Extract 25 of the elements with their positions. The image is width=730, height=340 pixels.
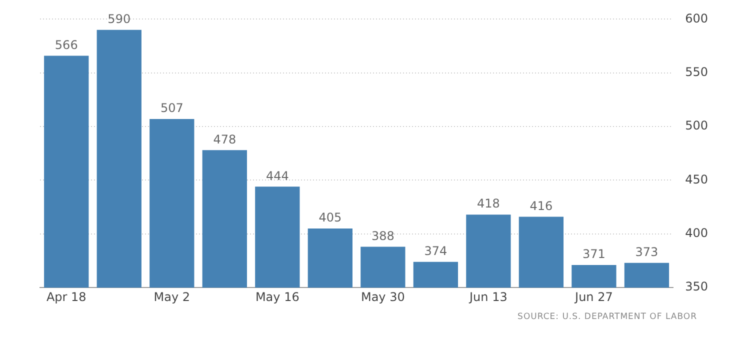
data-label: 478: [213, 132, 236, 146]
data-label: 566: [54, 38, 78, 52]
y-tick-label: 500: [685, 118, 708, 133]
x-tick-label: May 2: [154, 290, 190, 304]
source-note: SOURCE: U.S. DEPARTMENT OF LABOR: [516, 312, 697, 322]
x-tick-label: Apr 18: [46, 290, 86, 304]
x-tick-label: May 16: [255, 290, 300, 304]
data-label: 444: [266, 168, 289, 183]
data-label: 405: [318, 210, 342, 225]
data-label: 371: [582, 247, 606, 262]
data-label: 418: [476, 196, 500, 211]
x-tick-label: May 30: [360, 290, 405, 304]
x-tick-label: Jun 27: [574, 290, 613, 304]
data-label: 374: [424, 244, 448, 258]
y-tick-label: 550: [685, 65, 708, 80]
data-label: 507: [160, 101, 184, 116]
x-tick-label: Jun 13: [468, 290, 508, 304]
y-tick-label: 350: [685, 280, 708, 294]
data-label: 416: [530, 198, 553, 213]
data-label: 590: [108, 12, 131, 26]
y-tick-label: 450: [685, 172, 708, 186]
data-label: 373: [635, 245, 658, 260]
data-label: 388: [371, 228, 394, 243]
y-tick-label: 600: [685, 11, 708, 26]
y-tick-label: 400: [685, 226, 708, 240]
